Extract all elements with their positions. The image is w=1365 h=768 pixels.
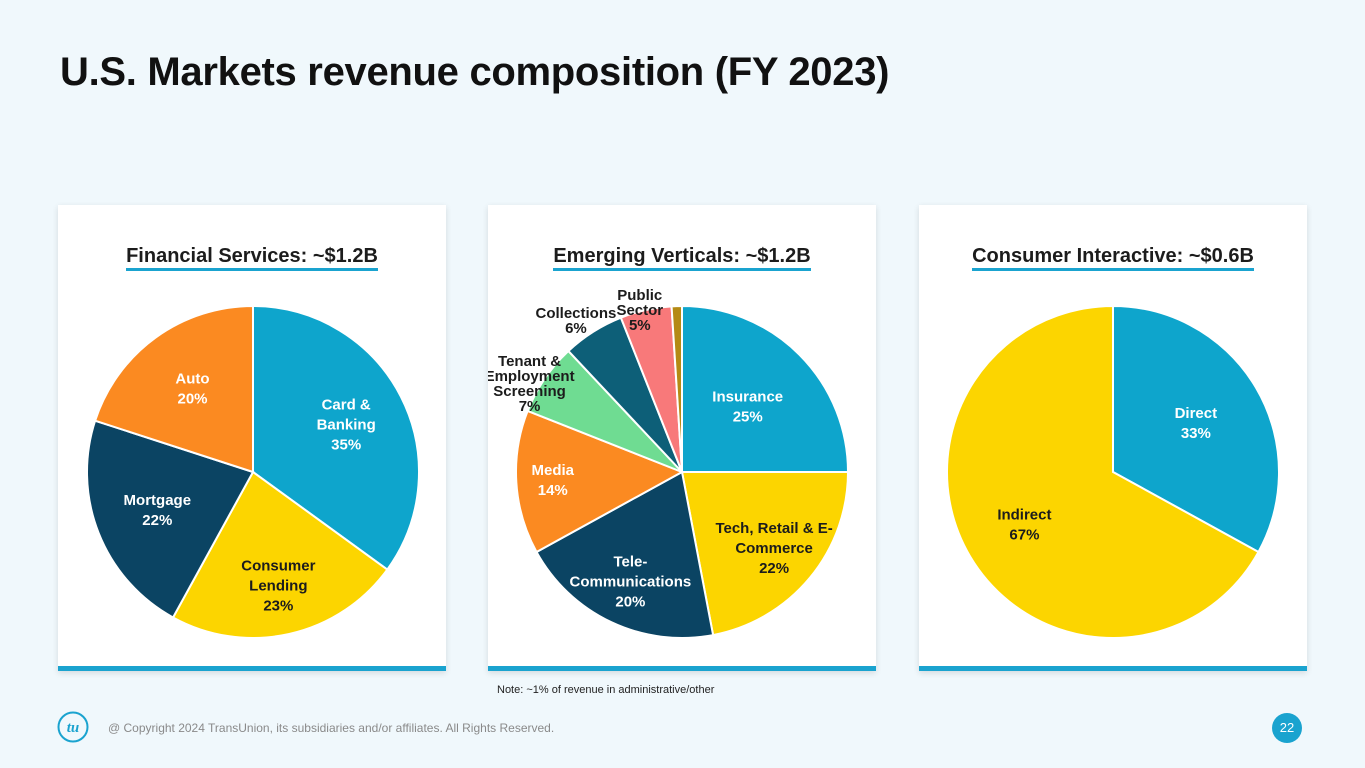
financial-services-card: Financial Services: ~$1.2B Card & Banking… (58, 205, 446, 671)
svg-text:tu: tu (67, 720, 80, 736)
slice-label-indirect: Indirect 67% (997, 506, 1051, 543)
slice-label-tenant-employment-screening: Tenant & Employment Screening 7% (488, 353, 575, 415)
slice-label-public-sector: Public Sector 5% (616, 287, 663, 334)
slice-label-tech-retail-e-commerce: Tech, Retail & E-Commerce 22% (715, 520, 832, 577)
pie-slice-indirect (946, 304, 1260, 639)
copyright-text: @ Copyright 2024 TransUnion, its subsidi… (108, 721, 555, 735)
slice-label-media: Media 14% (532, 462, 575, 499)
slice-label-card-banking: Card & Banking 35% (317, 397, 376, 454)
page-title: U.S. Markets revenue composition (FY 202… (60, 50, 890, 94)
pie-slice-tele-communications (535, 470, 715, 639)
consumer-interactive-pie-chart: Direct 33% Indirect 67% (946, 304, 1280, 639)
slice-label-auto: Auto 20% (175, 371, 209, 408)
consumer-interactive-card: Consumer Interactive: ~$0.6B Direct 33% In… (919, 205, 1307, 671)
slice-label-insurance: Insurance 25% (712, 388, 783, 425)
pie-slice-card-banking (252, 304, 420, 571)
page-number-badge: 22 (1272, 713, 1302, 743)
pie-slice-mortgage (86, 419, 255, 619)
pie-slice-auto (93, 304, 254, 474)
chart-title: Financial Services: ~$1.2B (58, 245, 446, 271)
pie-slice-media (515, 409, 685, 554)
pie-slice-consumer-lending (171, 470, 389, 639)
pie-slice-insurance (681, 304, 850, 473)
slice-label-tele-communications: Tele-Communications 20% (570, 554, 692, 611)
slice-label-collections: Collections 6% (536, 305, 617, 337)
footnote: Note: ~1% of revenue in administrative/o… (497, 684, 715, 696)
pie-slice-other (670, 304, 683, 473)
chart-title: Consumer Interactive: ~$0.6B (919, 245, 1307, 271)
financial-services-pie-chart: Card & Banking 35% Consumer Lending 23% Mortga… (86, 304, 420, 639)
tu-logo-icon: tu (57, 711, 89, 743)
chart-title: Emerging Verticals: ~$1.2B (488, 245, 876, 271)
slice-label-mortgage: Mortgage 22% (124, 492, 192, 529)
slice-label-direct: Direct 33% (1175, 405, 1218, 442)
pie-slice-direct (1112, 304, 1280, 554)
emerging-verticals-pie-chart: Insurance 25% Tech, Retail & E-Commerce 22%… (488, 287, 850, 639)
emerging-verticals-card: Emerging Verticals: ~$1.2B Insurance 25% T… (488, 205, 876, 671)
pie-slice-tech-retail-e-commerce (680, 471, 850, 637)
slice-label-consumer-lending: Consumer Lending 23% (241, 557, 315, 614)
